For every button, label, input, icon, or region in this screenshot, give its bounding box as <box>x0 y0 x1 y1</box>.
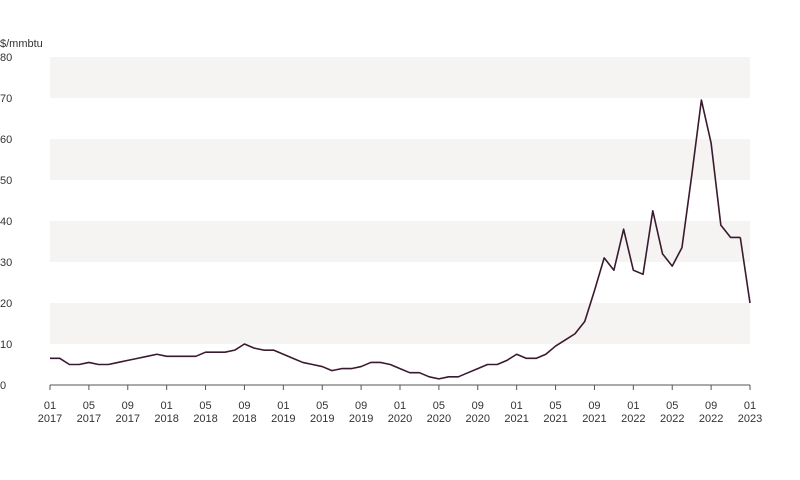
grid-band <box>50 57 750 98</box>
x-tick-label: 01 2020 <box>388 400 412 425</box>
y-tick-label: 20 <box>0 298 12 310</box>
grid-bands <box>50 57 750 344</box>
x-axis-ticks: 01 2017 05 2017 09 2017 01 2018 05 2018 09 2018 01 20… <box>38 385 762 425</box>
x-tick-label: 01 2023 <box>738 400 762 425</box>
x-tick-label: 05 2020 <box>427 400 451 425</box>
x-tick-label: 01 2019 <box>271 400 295 425</box>
x-tick-label: 05 2019 <box>310 400 334 425</box>
y-axis-unit-label: $/mmbtu <box>0 38 43 50</box>
y-tick-label: 10 <box>0 339 12 351</box>
series-line-1 <box>50 99 741 380</box>
x-tick-label: 09 2018 <box>232 400 256 425</box>
x-tick-label: 09 2021 <box>582 400 606 425</box>
x-tick-label: 05 2021 <box>543 400 567 425</box>
y-tick-label: 50 <box>0 175 12 187</box>
grid-band <box>50 303 750 344</box>
grid-band <box>50 139 750 180</box>
x-tick-label: 09 2017 <box>116 400 140 425</box>
x-tick-label: 05 2018 <box>193 400 217 425</box>
series-lines <box>50 99 751 380</box>
x-tick-label: 09 2020 <box>466 400 490 425</box>
x-tick-label: 01 2017 <box>38 400 62 425</box>
x-tick-label: 05 2017 <box>77 400 101 425</box>
grid-band <box>50 221 750 262</box>
x-tick-label: 05 2022 <box>660 400 684 425</box>
y-tick-label: 70 <box>0 93 12 105</box>
x-tick-label: 01 2018 <box>154 400 178 425</box>
y-tick-label: 80 <box>0 52 12 64</box>
x-tick-label: 09 2022 <box>699 400 723 425</box>
y-tick-label: 30 <box>0 257 12 269</box>
y-axis-ticks: 0 10 20 30 40 50 60 70 80 <box>0 52 12 392</box>
x-tick-label: 09 2019 <box>349 400 373 425</box>
x-tick-label: 01 2022 <box>621 400 645 425</box>
y-tick-label: 0 <box>0 380 6 392</box>
series-line-2 <box>739 237 751 304</box>
y-tick-label: 60 <box>0 134 12 146</box>
y-tick-label: 40 <box>0 216 12 228</box>
x-tick-label: 01 2021 <box>504 400 528 425</box>
